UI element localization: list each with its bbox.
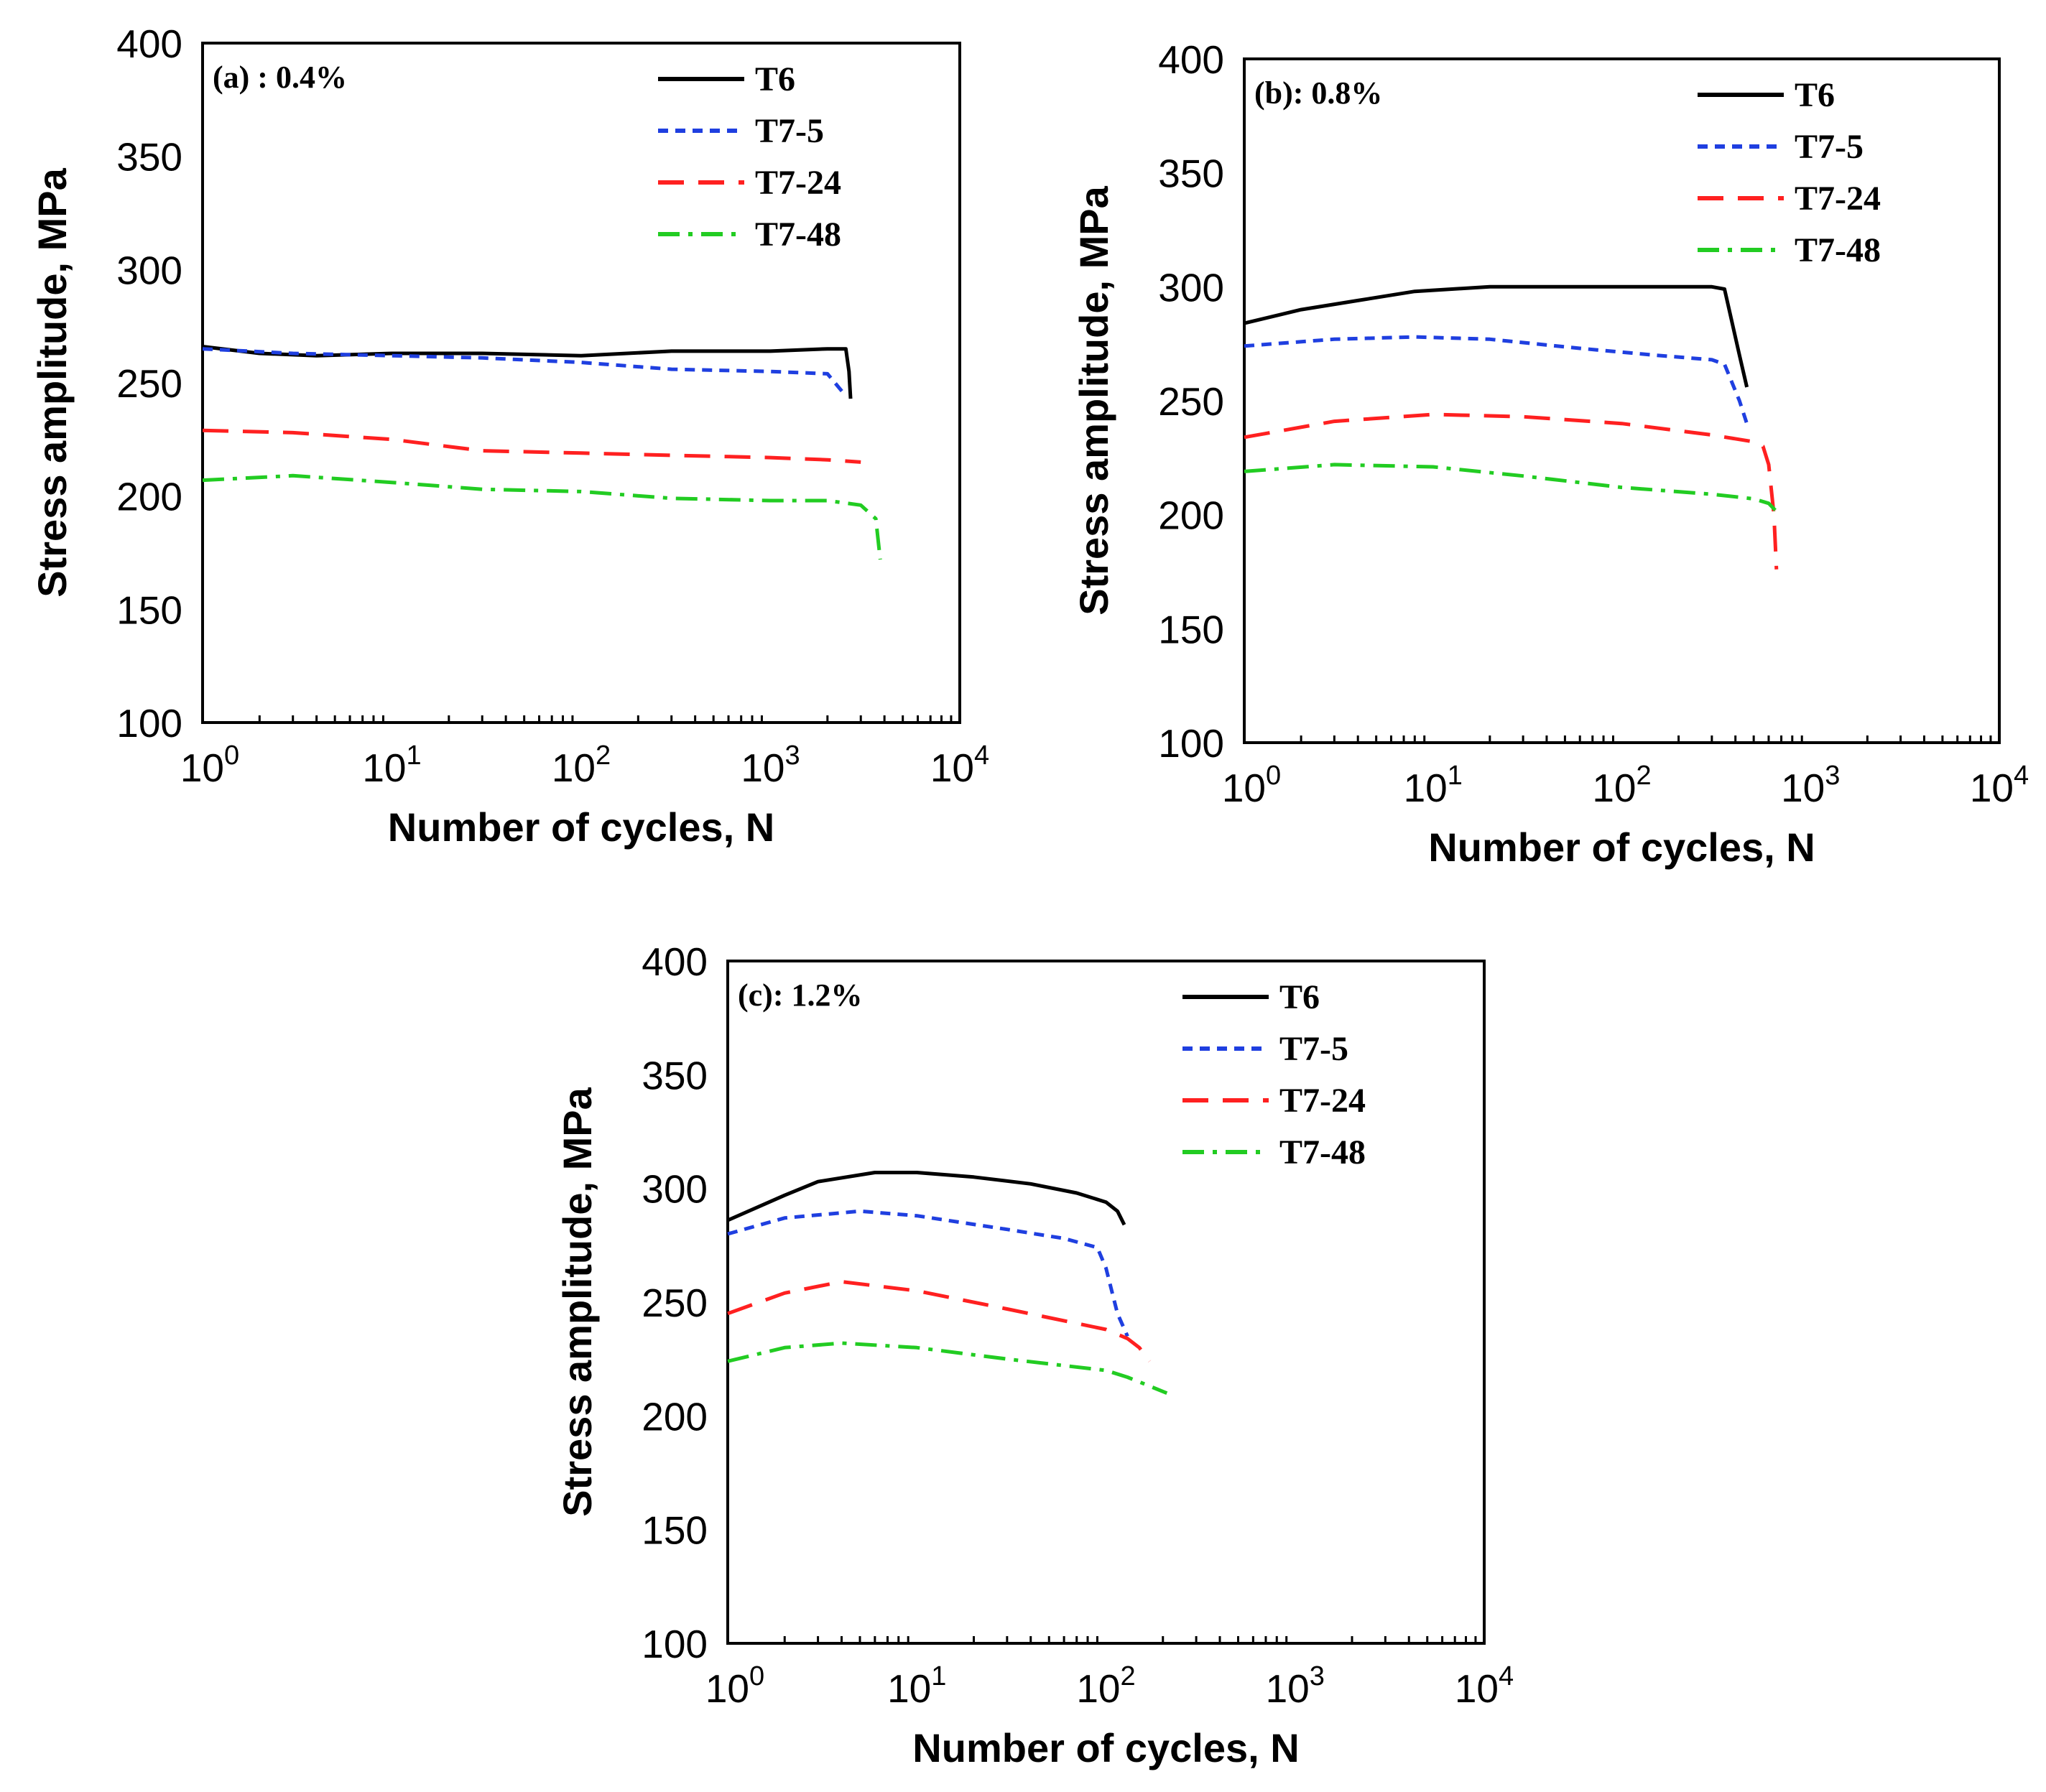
x-tick-label: 102	[1076, 1661, 1135, 1711]
series-line-t7-24	[1244, 414, 1777, 570]
plot-frame	[1244, 59, 1999, 743]
y-tick-label: 250	[1158, 379, 1224, 424]
x-axis-title: Number of cycles, N	[912, 1725, 1299, 1770]
y-tick-label: 350	[642, 1053, 708, 1097]
series-line-t7-24	[203, 430, 861, 462]
series-line-t7-24	[728, 1282, 1149, 1362]
y-tick-label: 350	[1158, 152, 1224, 196]
plot-frame	[728, 961, 1484, 1643]
legend-label-t7-48: T7-48	[1795, 231, 1881, 269]
plot-frame	[203, 43, 960, 723]
chart-panel-3: 100 150 200 250 300 350 400 100 101 102 103 104 Numb…	[555, 939, 1514, 1770]
series-line-t7-48	[203, 475, 880, 560]
x-tick-label: 101	[887, 1661, 946, 1711]
legend-label-t7-5: T7-5	[1795, 128, 1864, 166]
series-line-t7-5	[1244, 337, 1747, 424]
x-tick-label: 104	[1455, 1661, 1514, 1711]
y-tick-label: 400	[642, 939, 708, 984]
x-tick-label: 100	[705, 1661, 764, 1711]
series-line-t6	[203, 347, 851, 399]
x-tick-label: 104	[930, 741, 989, 790]
y-tick-label: 200	[642, 1394, 708, 1439]
y-tick-label: 150	[642, 1508, 708, 1553]
y-tick-label: 100	[1158, 721, 1224, 766]
x-tick-label: 103	[1781, 761, 1840, 810]
legend-label-t7-24: T7-24	[1279, 1082, 1366, 1120]
y-tick-label: 300	[1158, 265, 1224, 310]
legend-label-t7-48: T7-48	[1279, 1133, 1366, 1171]
y-tick-label: 150	[116, 588, 182, 632]
y-axis-title: Stress amplitude, MPa	[1071, 185, 1116, 615]
y-tick-label: 150	[1158, 607, 1224, 651]
series-line-t7-48	[728, 1343, 1167, 1393]
panel-label: (c): 1.2%	[738, 978, 863, 1013]
y-tick-label: 250	[642, 1281, 708, 1325]
y-tick-label: 100	[642, 1622, 708, 1666]
x-tick-label: 103	[741, 741, 800, 790]
legend-label-t7-24: T7-24	[755, 164, 841, 202]
figure-three-panel-chart: 100 150 200 250 300 350 400 100 101 102 103 104 Numb…	[0, 0, 2046, 1792]
panel-label: (a) : 0.4%	[213, 60, 347, 95]
y-tick-label: 400	[116, 22, 182, 66]
x-tick-label: 101	[362, 741, 421, 790]
legend-label-t6: T6	[1279, 978, 1320, 1016]
y-tick-label: 200	[1158, 493, 1224, 538]
y-tick-label: 100	[116, 701, 182, 746]
x-tick-label: 102	[552, 741, 611, 790]
y-tick-label: 300	[116, 248, 182, 292]
panel-label: (b): 0.8%	[1254, 75, 1382, 111]
legend-label-t7-24: T7-24	[1795, 180, 1881, 218]
legend-label-t7-5: T7-5	[1279, 1030, 1348, 1068]
legend-label-t7-48: T7-48	[755, 215, 841, 254]
y-tick-label: 350	[116, 135, 182, 180]
legend-label-t6: T6	[755, 60, 795, 98]
series-line-t7-48	[1244, 465, 1775, 510]
legend-label-t7-5: T7-5	[755, 112, 824, 150]
y-axis-title: Stress amplitude, MPa	[29, 167, 75, 597]
x-axis-title: Number of cycles, N	[1428, 825, 1815, 870]
y-tick-label: 300	[642, 1167, 708, 1212]
chart-panel-2: 100 150 200 250 300 350 400 100 101 102 103 104 Numb…	[1071, 37, 2029, 870]
x-tick-label: 100	[1222, 761, 1281, 810]
chart-panel-1: 100 150 200 250 300 350 400 100 101 102 103 104 Numb…	[29, 22, 989, 850]
legend-label-t6: T6	[1795, 76, 1835, 114]
y-tick-label: 200	[116, 475, 182, 519]
x-axis-title: Number of cycles, N	[388, 804, 774, 850]
x-tick-label: 101	[1404, 761, 1463, 810]
x-tick-label: 103	[1266, 1661, 1325, 1711]
y-tick-label: 250	[116, 361, 182, 406]
series-line-t6	[1244, 287, 1747, 387]
y-axis-title: Stress amplitude, MPa	[555, 1087, 600, 1516]
x-tick-label: 102	[1592, 761, 1651, 810]
series-line-t7-5	[728, 1211, 1128, 1336]
x-tick-label: 104	[1970, 761, 2029, 810]
x-tick-label: 100	[180, 741, 239, 790]
y-tick-label: 400	[1158, 37, 1224, 82]
